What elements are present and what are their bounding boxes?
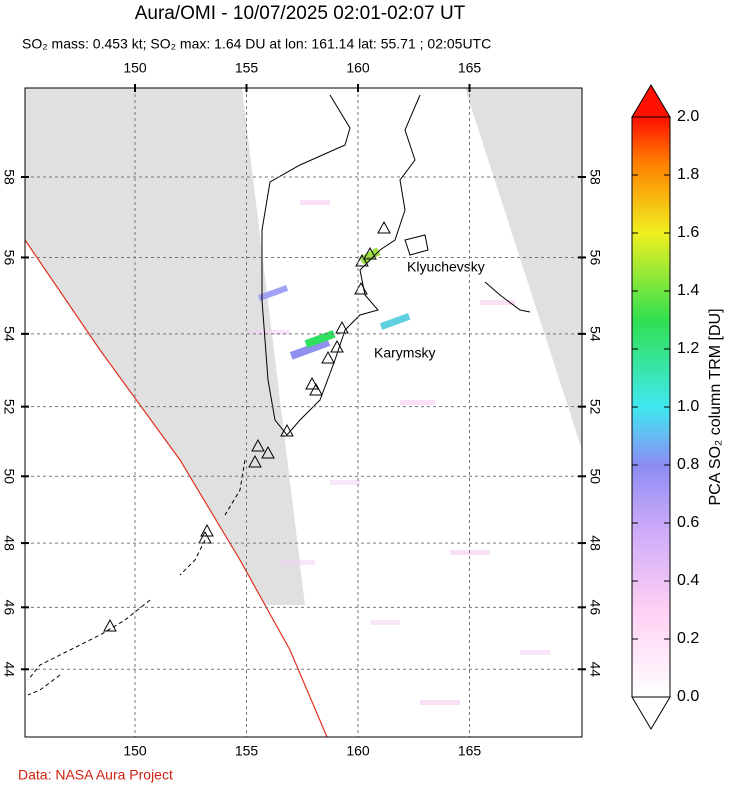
lon-tick-label: 160 xyxy=(346,60,370,76)
lat-tick-label: 44 xyxy=(1,661,17,677)
lon-tick-label: 165 xyxy=(458,743,482,759)
lat-tick-label: 44 xyxy=(587,661,603,677)
subtitle: SO₂ mass: 0.453 kt; SO₂ max: 1.64 DU at … xyxy=(22,36,491,52)
no-data-area xyxy=(465,88,582,450)
lon-tick-label: 160 xyxy=(346,743,370,759)
lat-tick-label: 48 xyxy=(1,535,17,551)
so2-plume xyxy=(257,247,411,360)
colorbar-tick-label: 0.8 xyxy=(677,456,699,473)
credit: Data: NASA Aura Project xyxy=(18,767,173,783)
volcano-label: Klyuchevsky xyxy=(407,259,485,275)
colorbar-title: PCA SO₂ column TRM [DU] xyxy=(707,308,724,505)
colorbar-tick-label: 1.6 xyxy=(677,224,699,241)
lon-tick-label: 155 xyxy=(235,743,259,759)
lat-tick-label: 46 xyxy=(1,600,17,616)
lat-tick-label: 54 xyxy=(587,326,603,342)
colorbar-tick-label: 0.0 xyxy=(677,688,699,705)
coastline xyxy=(404,234,531,313)
colorbar-tick-label: 0.2 xyxy=(677,630,699,647)
map-area: Klyuchevsky Karymsky xyxy=(25,88,582,737)
kuril-islands xyxy=(27,459,246,696)
colorbar-tick-label: 1.0 xyxy=(677,398,699,415)
lat-tick-label: 54 xyxy=(1,326,17,342)
lat-tick-label: 52 xyxy=(1,399,17,415)
lat-tick-label: 52 xyxy=(587,399,603,415)
lat-tick-label: 58 xyxy=(1,169,17,185)
colorbar-tick-label: 1.8 xyxy=(677,166,699,183)
title: Aura/OMI - 10/07/2025 02:01-02:07 UT xyxy=(135,3,466,24)
colorbar-tick-label: 0.4 xyxy=(677,572,699,589)
lat-tick-label: 50 xyxy=(1,469,17,485)
lon-tick-label: 150 xyxy=(123,743,147,759)
colorbar-tick-label: 1.2 xyxy=(677,340,699,357)
map-frame xyxy=(24,87,583,738)
lat-tick-label: 50 xyxy=(587,469,603,485)
lat-tick-label: 56 xyxy=(1,250,17,266)
lon-tick-label: 165 xyxy=(458,60,482,76)
lat-tick-label: 48 xyxy=(587,535,603,551)
colorbar-tick-label: 2.0 xyxy=(677,108,699,125)
colorbar-tick-label: 0.6 xyxy=(677,514,699,531)
lat-tick-label: 46 xyxy=(587,600,603,616)
lat-tick-label: 56 xyxy=(587,250,603,266)
lon-tick-label: 150 xyxy=(123,60,147,76)
colorbar-tick-label: 1.4 xyxy=(677,282,699,299)
colorbar-max-arrow xyxy=(631,84,671,118)
lat-tick-label: 58 xyxy=(587,169,603,185)
lon-tick-label: 155 xyxy=(235,60,259,76)
swath-edge xyxy=(25,239,328,737)
coastline xyxy=(261,94,421,436)
volcano-label: Karymsky xyxy=(374,345,435,361)
no-data-area xyxy=(25,88,305,605)
colorbar-min-arrow xyxy=(631,696,671,730)
